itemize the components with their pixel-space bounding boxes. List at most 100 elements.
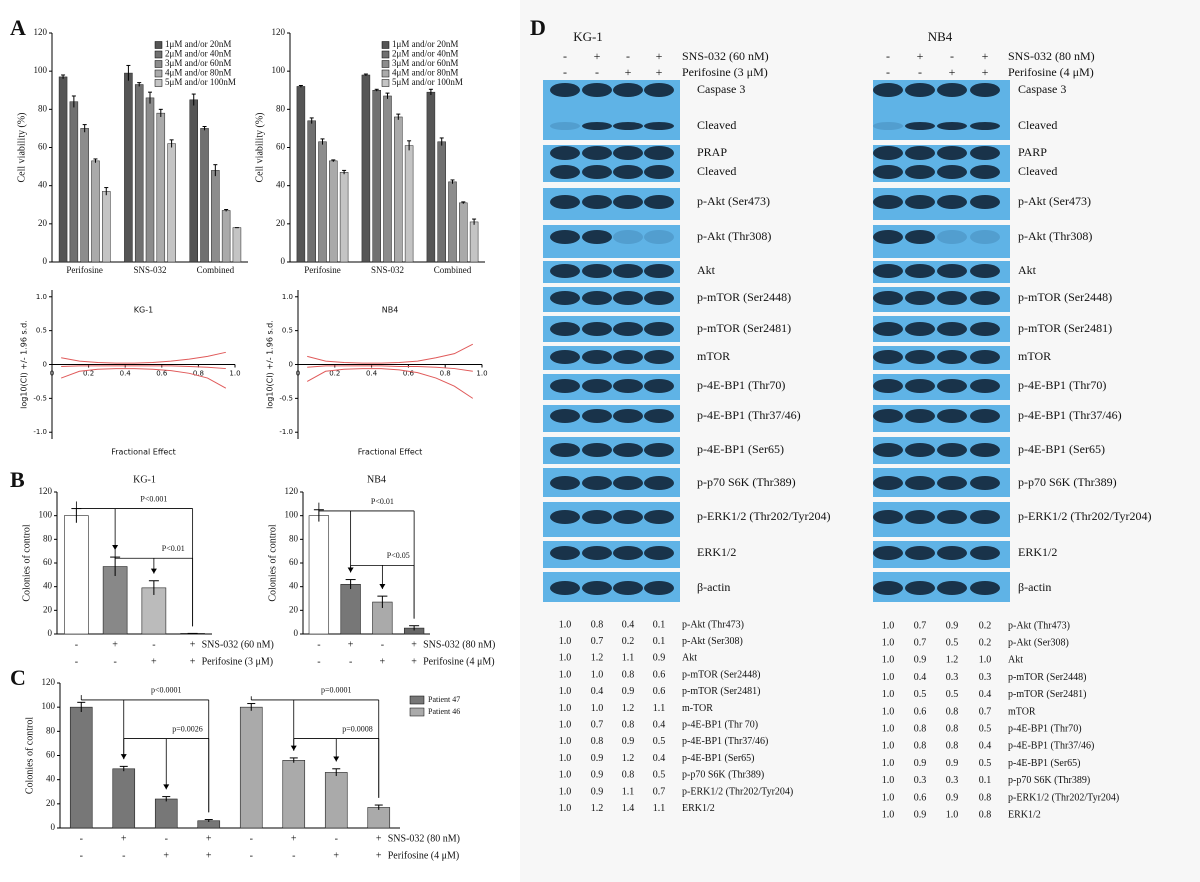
quant-label: p-p70 S6K (Thr389) [1008,775,1090,786]
quant-value: 0.2 [622,636,635,647]
quant-label: p-Akt (Ser308) [1008,637,1069,648]
quant-value: 0.4 [591,686,604,697]
quant-value: 0.9 [914,809,927,820]
treatment-sign: + [949,65,956,79]
condition-sign: + [206,850,212,861]
quant-value: 0.8 [946,723,959,734]
treatment-sign: - [886,65,890,79]
x-tick-label: 0 [50,370,54,378]
blot-band [613,322,643,336]
quant-label: Akt [682,653,697,664]
quant-value: 0.9 [914,655,927,666]
bar [91,160,100,263]
blot-band [582,83,612,97]
y-tick-label: 20 [276,218,286,228]
condition-sign: - [250,850,253,861]
x-tick-label: 0.6 [156,370,168,378]
bar [307,120,316,263]
quant-label: p-4E-BP1 (Thr37/46) [682,736,768,747]
condition-label: SNS-032 (80 nM) [423,639,495,650]
quant-value: 1.0 [559,770,572,781]
quant-label: mTOR [1008,706,1036,717]
quant-value: 1.1 [622,786,635,797]
blot-band [550,146,580,160]
bar [383,95,392,263]
blot-band [644,122,674,130]
quant-label: p-4E-BP1 (Thr 70) [682,719,758,730]
y-tick-label: 0 [43,256,48,266]
quant-value: 0.8 [979,792,992,803]
quant-value: 1.2 [622,703,635,714]
legend-label: 5μM and/or 100nM [392,77,463,87]
blot-band [873,291,903,305]
condition-label: SNS-032 (80 nM) [388,833,460,844]
quant-value: 0.5 [979,723,992,734]
band-label: mTOR [697,349,730,363]
blot-band [582,264,612,278]
y-tick-label: 60 [43,557,53,567]
blot-band [970,165,1000,179]
condition-sign: + [206,833,212,844]
blot-band [937,546,967,560]
bar [156,112,166,263]
band-label: p-ERK1/2 (Thr202/Tyr204) [1018,509,1151,523]
chart-title: KG-1 [133,474,156,485]
treatment-sign: + [656,49,663,63]
y-tick-label: 120 [285,486,299,496]
blot-band [905,146,935,160]
band-label: Caspase 3 [697,82,745,96]
blot-band [937,379,967,393]
y-axis-label: Colonies of control [24,717,35,794]
quant-value: 0.6 [653,686,666,697]
blot-band [644,230,674,244]
y-tick-label: 60 [38,142,48,152]
blot-band [613,350,643,364]
quant-value: 0.3 [946,775,959,786]
ci-line [306,368,474,399]
chart-title: KG-1 [134,306,153,315]
quant-value: 1.0 [559,753,572,764]
blot-band [613,165,643,179]
quant-value: 0.9 [946,758,959,769]
legend-swatch [409,695,425,705]
quant-value: 0.2 [979,637,992,648]
quant-value: 1.0 [882,655,895,666]
bar [282,760,306,829]
condition-label: Perifosine (3 μM) [202,656,273,667]
legend-swatch [154,50,163,59]
blot-band [873,546,903,560]
quant-value: 0.4 [653,753,666,764]
blot-band [873,83,903,97]
blot-band [970,581,1000,595]
blot-band [905,291,935,305]
bar [80,128,89,263]
blot-band [905,379,935,393]
y-axis-label: log10(CI) +/- 1.96 s.d. [266,320,275,409]
y-tick-label: 120 [42,677,56,687]
blot-band [550,195,580,209]
blot-band [644,322,674,336]
blot-band [970,122,1000,130]
blot-band [582,291,612,305]
band-label: p-4E-BP1 (Ser65) [697,442,784,456]
blot-band [905,165,935,179]
bar [221,210,231,263]
quant-value: 1.0 [882,706,895,717]
blot-band [905,546,935,560]
blot-band [937,291,967,305]
blot-band [644,581,674,595]
quant-value: 0.3 [914,775,927,786]
blot-band [613,122,643,130]
blot-band [873,476,903,490]
ci-line [307,365,473,372]
arrow-head [163,784,170,790]
legend-swatch [381,60,390,68]
quant-value: 0.8 [622,669,635,680]
legend-swatch [381,41,390,49]
blot-band [550,379,580,393]
condition-sign: + [163,850,169,861]
quant-label: p-4E-BP1 (Ser65) [682,753,755,764]
blot-band [550,350,580,364]
treatment-label: SNS-032 (80 nM) [1008,49,1095,63]
condition-sign: + [333,850,339,861]
